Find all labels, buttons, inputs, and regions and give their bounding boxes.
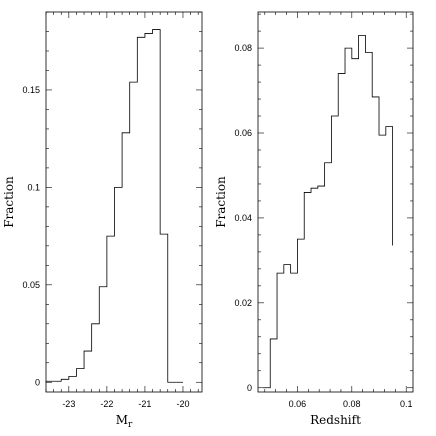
y-axis-title: Fraction xyxy=(214,176,228,228)
y-tick-label: 0.1 xyxy=(27,182,40,192)
y-tick-label: 0.05 xyxy=(22,280,40,290)
magnitude-plot-frame xyxy=(45,11,203,393)
x-tick-label: -20 xyxy=(176,399,189,409)
x-tick-label: 0.08 xyxy=(343,399,361,409)
y-tick-label: 0 xyxy=(247,383,252,393)
y-tick-label: 0.06 xyxy=(234,128,252,138)
x-tick-label: 0.1 xyxy=(400,399,413,409)
x-axis-title: Mr xyxy=(116,413,133,430)
x-tick-label: -21 xyxy=(138,399,151,409)
x-axis-title: Redshift xyxy=(310,413,361,427)
y-tick-label: 0.02 xyxy=(234,298,252,308)
y-tick-label: 0.04 xyxy=(234,213,252,223)
y-tick-label: 0.08 xyxy=(234,43,252,53)
redshift-histogram-panel: 0.06 0.08 0.1 0 0.02 0.04 0.06 0.08 Redshift Frac… xyxy=(214,11,414,427)
redshift-plot-frame xyxy=(257,11,414,393)
magnitude-histogram-series xyxy=(45,29,183,383)
y-axis-title: Fraction xyxy=(2,176,16,228)
x-axis-title-subscript: r xyxy=(128,420,133,430)
x-tick-label: -23 xyxy=(62,399,75,409)
x-tick-label: 0.06 xyxy=(289,399,307,409)
redshift-histogram-series xyxy=(263,34,394,389)
x-tick-label: -22 xyxy=(100,399,113,409)
y-tick-label: 0.15 xyxy=(22,85,40,95)
magnitude-histogram-panel: -23 -22 -21 -20 0 0.05 0.1 0.15 Mr Fraction xyxy=(2,11,203,430)
y-tick-label: 0 xyxy=(35,377,40,387)
